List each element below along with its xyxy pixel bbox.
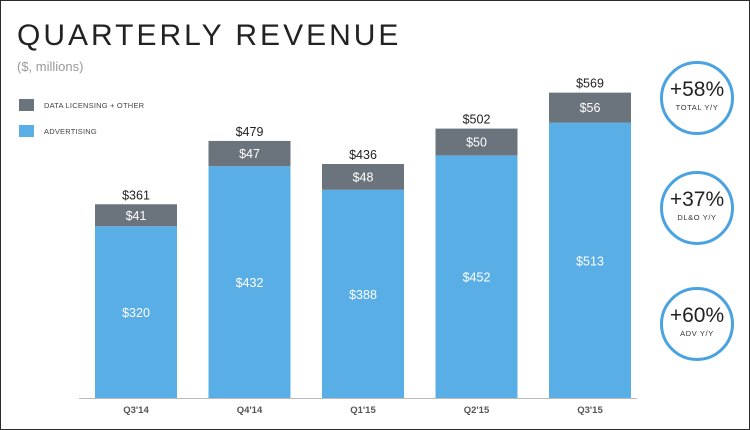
kpi-total-value: +58% [669,78,725,101]
legend-item-advertising: ADVERTISING [19,124,144,138]
legend-item-data-licensing: DATA LICENSING + OTHER [19,98,144,112]
kpi-dlo-value: +37% [669,188,725,211]
x-tick-label: Q4'14 [237,405,263,416]
kpi-adv-label: ADV Y/Y [680,329,714,338]
x-tick-label: Q2'15 [464,405,490,416]
x-tick-label: Q3'15 [577,405,603,416]
data-label-total: $361 [122,188,150,202]
data-label-advertising: $432 [236,276,264,290]
bar-data-licensing [435,128,518,156]
legend-swatch-data-licensing [19,99,34,111]
bar-advertising [549,122,631,398]
data-label-advertising: $513 [576,254,604,268]
bar-advertising [322,189,404,398]
kpi-total-yoy: +58% TOTAL Y/Y [660,61,734,135]
legend: DATA LICENSING + OTHER ADVERTISING [19,98,144,150]
chart-title: QUARTERLY REVENUE [17,19,402,52]
data-label-data-licensing: $41 [126,209,147,223]
kpi-dlo-label: DL&O Y/Y [677,213,717,222]
x-tick-label: Q1'15 [350,405,376,416]
bar-data-licensing [95,204,177,227]
legend-label-data-licensing: DATA LICENSING + OTHER [44,100,145,110]
bar-advertising [95,226,177,398]
data-label-data-licensing: $47 [239,147,260,161]
bar-advertising [435,155,518,398]
data-label-data-licensing: $48 [353,170,374,184]
kpi-adv-yoy: +60% ADV Y/Y [660,287,734,361]
stacked-bar-chart: $320 $41 $361 Q3'14 $432 $47 $479 Q4'14 $388 $48 $… [79,77,637,416]
data-label-total: $479 [236,125,264,139]
data-label-total: $502 [463,113,491,127]
kpi-total-label: TOTAL Y/Y [675,103,719,112]
data-label-total: $436 [349,148,377,162]
data-label-data-licensing: $56 [580,101,601,115]
legend-swatch-advertising [19,125,34,137]
bar-advertising [208,166,291,398]
data-label-total: $569 [576,77,604,91]
kpi-adv-value: +60% [669,304,725,327]
bar-data-licensing [208,140,291,167]
data-label-data-licensing: $50 [466,136,487,150]
bar-data-licensing [549,92,631,123]
data-label-advertising: $388 [349,288,377,302]
x-tick-label: Q3'14 [123,405,149,416]
data-label-advertising: $452 [463,271,491,285]
data-label-advertising: $320 [122,306,150,320]
kpi-dlo-yoy: +37% DL&O Y/Y [660,171,734,245]
chart-subtitle: ($, millions) [17,59,84,74]
legend-label-advertising: ADVERTISING [44,126,97,136]
bar-data-licensing [322,164,404,190]
